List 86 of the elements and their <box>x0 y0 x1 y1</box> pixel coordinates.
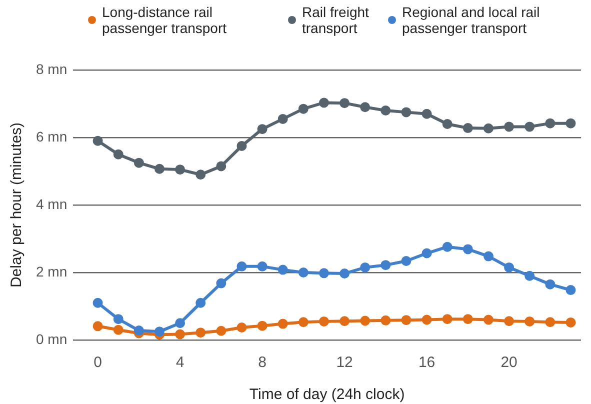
point <box>298 104 308 114</box>
legend-label: Rail freight transport <box>302 4 370 36</box>
point <box>360 102 370 112</box>
y-tick-label: 8 mn <box>36 60 68 77</box>
point <box>462 314 473 324</box>
point <box>504 122 514 132</box>
point <box>196 298 206 308</box>
point <box>175 318 186 328</box>
x-tick-label: 0 <box>94 354 102 372</box>
point <box>113 314 124 324</box>
point <box>442 119 452 129</box>
point <box>340 316 350 326</box>
point <box>175 329 186 340</box>
point <box>340 98 350 108</box>
point <box>216 326 226 336</box>
point <box>545 317 556 328</box>
point <box>278 114 288 124</box>
point <box>113 324 124 335</box>
point <box>196 170 206 180</box>
point <box>380 106 391 116</box>
point <box>401 256 412 266</box>
point <box>545 118 556 128</box>
point <box>422 108 432 119</box>
y-tick-label: 0 mn <box>36 330 68 347</box>
y-tick-label: 2 mn <box>36 263 68 280</box>
point <box>524 316 535 326</box>
point <box>401 315 412 326</box>
point <box>462 244 473 254</box>
legend-label: Regional and local rail passenger transport <box>402 4 541 36</box>
point <box>278 264 288 275</box>
point <box>236 261 247 272</box>
point <box>216 161 226 172</box>
point <box>196 328 206 338</box>
point <box>318 98 329 108</box>
point <box>380 260 391 270</box>
point <box>380 315 391 326</box>
point <box>462 123 473 134</box>
point <box>92 298 103 308</box>
y-tick-label: 4 mn <box>36 196 68 212</box>
point <box>216 278 226 288</box>
point <box>340 268 350 279</box>
point <box>318 316 329 326</box>
point <box>236 322 247 333</box>
point <box>504 316 514 326</box>
x-tick-label: 8 <box>258 354 266 372</box>
point <box>483 123 494 134</box>
x-axis-title: Time of day (24h clock) <box>249 386 405 404</box>
point <box>298 317 308 328</box>
point <box>483 314 494 325</box>
point <box>92 136 103 146</box>
x-tick-label: 12 <box>336 354 353 372</box>
point <box>483 251 494 262</box>
x-tick-label: 20 <box>500 354 518 372</box>
point <box>401 107 412 118</box>
point <box>318 268 329 278</box>
point <box>422 314 432 325</box>
point <box>257 124 268 134</box>
point <box>360 316 370 326</box>
point <box>154 164 164 174</box>
legend-label: Long-distance rail passenger transport <box>102 4 228 36</box>
point <box>175 164 186 175</box>
x-tick-label: 4 <box>176 354 184 372</box>
point <box>566 118 576 128</box>
point <box>236 140 247 151</box>
point <box>113 149 124 160</box>
y-axis-title: Delay per hour (minutes) <box>8 122 26 288</box>
point <box>360 262 370 272</box>
y-tick-label: 6 mn <box>36 128 68 144</box>
point <box>442 242 452 252</box>
point <box>545 279 556 290</box>
point <box>278 318 288 329</box>
point <box>524 270 535 281</box>
point <box>566 285 576 296</box>
point <box>134 158 144 168</box>
point <box>257 261 268 272</box>
point <box>298 268 308 278</box>
point <box>422 248 432 258</box>
point <box>566 317 576 328</box>
point <box>134 326 144 336</box>
x-tick-label: 16 <box>418 354 436 372</box>
point <box>442 314 452 324</box>
point <box>257 320 268 331</box>
point <box>154 326 164 337</box>
point <box>504 262 514 272</box>
point <box>524 122 535 132</box>
point <box>92 321 103 332</box>
